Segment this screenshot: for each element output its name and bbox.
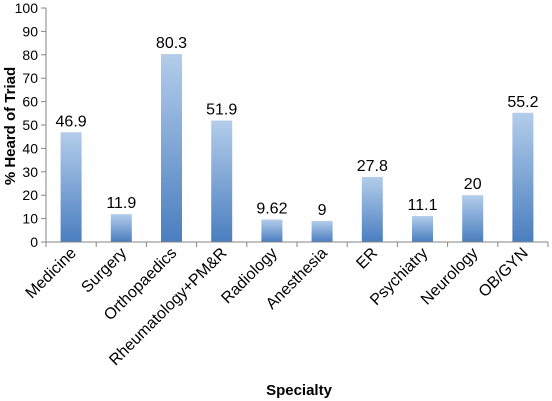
data-label: 55.2	[507, 94, 538, 111]
data-label: 80.3	[156, 35, 187, 52]
bar	[60, 132, 82, 242]
data-label: 20	[464, 176, 482, 193]
data-label: 46.9	[56, 113, 87, 130]
bars: 46.9 11.9 80.3 51.9 9.62 9 27.8 11.1 20 55.2	[56, 35, 539, 243]
y-tick-label: 80	[22, 47, 38, 63]
bar	[361, 176, 383, 242]
bar	[412, 216, 433, 242]
data-label: 27.8	[357, 158, 388, 175]
y-tick-label: 10	[22, 211, 38, 227]
data-label: 11.9	[106, 195, 136, 212]
y-tick-label: 20	[22, 187, 38, 203]
bar	[161, 54, 182, 243]
data-label: 11.1	[408, 197, 438, 214]
bar	[110, 214, 132, 242]
bar	[261, 219, 283, 242]
bar	[512, 112, 534, 242]
x-tick-label: Surgery	[78, 245, 130, 297]
data-label: 9.62	[256, 200, 287, 217]
bar	[311, 220, 333, 242]
data-label: 9	[318, 202, 327, 219]
bar	[211, 120, 233, 242]
y-tick-label: 100	[15, 0, 39, 16]
data-label: 51.9	[206, 102, 237, 119]
x-axis-title: Specialty	[266, 382, 333, 399]
x-tick-label: Medicine	[23, 245, 80, 302]
y-tick-label: 50	[22, 117, 38, 133]
y-axis-title: % Heard of Triad	[2, 67, 19, 185]
y-tick-label: 0	[30, 234, 38, 250]
x-tick-label: ER	[353, 245, 381, 273]
bar	[462, 195, 484, 242]
x-axis: MedicineSurgeryOrthopaedicsRheumatology+…	[23, 241, 549, 369]
y-tick-label: 70	[22, 70, 38, 86]
y-tick-label: 60	[22, 94, 38, 110]
y-tick-label: 40	[22, 140, 38, 156]
y-tick-label: 30	[22, 164, 38, 180]
y-tick-label: 90	[22, 23, 38, 39]
y-axis: 0 10 20 30 40 50 60 70 80 90 100	[15, 0, 47, 250]
x-tick-label: OB/GYN	[476, 245, 532, 301]
